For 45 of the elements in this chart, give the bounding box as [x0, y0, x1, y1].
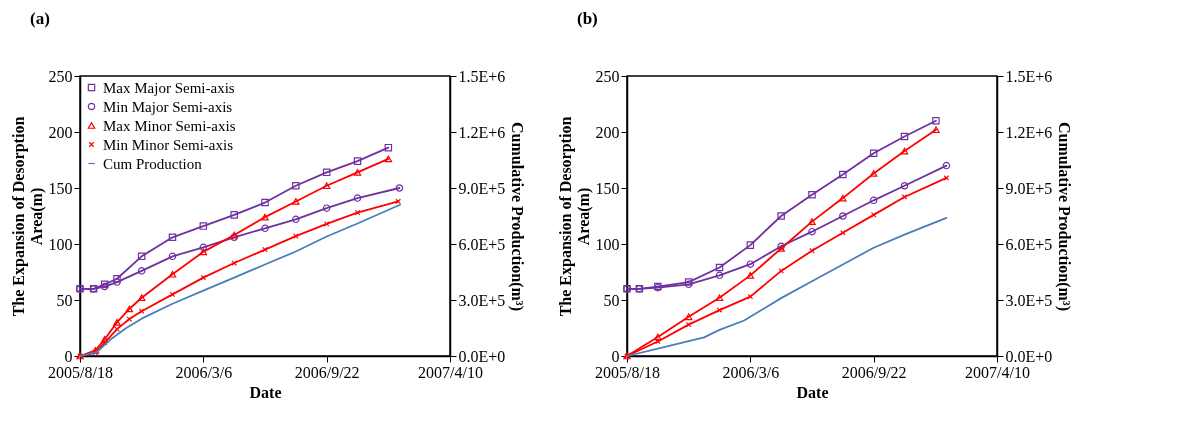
- y2-tick-label: 0.0E+0: [1005, 347, 1053, 365]
- y-tick-label: 150: [595, 179, 620, 197]
- y-axis-title: The Expansion of Desorption Area(m): [9, 116, 46, 317]
- y-tick-label: 100: [595, 235, 620, 253]
- legend-label: Min Major Semi-axis: [103, 98, 233, 115]
- y2-tick-label: 6.0E+5: [1005, 235, 1053, 253]
- y-tick-label: 250: [48, 67, 73, 85]
- y2-tick-label: 1.2E+6: [458, 123, 506, 141]
- y-tick-label: 50: [56, 291, 73, 309]
- y-tick-label: 100: [48, 235, 73, 253]
- x-tick-label: 2006/3/6: [722, 363, 780, 381]
- y-tick-label: 250: [595, 67, 620, 85]
- x-tick-label: 2006/9/22: [841, 363, 907, 381]
- legend-label: Max Minor Semi-axis: [103, 117, 236, 134]
- y2-tick-label: 0.0E+0: [458, 347, 506, 365]
- x-tick-label: 2006/3/6: [175, 363, 233, 381]
- legend-label: Max Major Semi-axis: [103, 79, 235, 96]
- y2-axis-title: Cumulative Production(m³): [1055, 122, 1074, 311]
- y2-tick-label: 1.5E+6: [458, 67, 506, 85]
- y-tick-label: 150: [48, 179, 73, 197]
- y2-axis-title: Cumulative Production(m³): [508, 122, 527, 311]
- chart-title: (b): [577, 9, 598, 28]
- y2-tick-label: 9.0E+5: [458, 179, 506, 197]
- y-tick-label: 200: [595, 123, 620, 141]
- x-tick-label: 2007/4/10: [965, 363, 1030, 381]
- x-tick-label: 2007/4/10: [418, 363, 483, 381]
- y2-tick-label: 1.2E+6: [1005, 123, 1053, 141]
- x-axis-title: Date: [796, 383, 829, 401]
- y2-tick-label: 3.0E+5: [458, 291, 506, 309]
- y2-tick-label: 3.0E+5: [1005, 291, 1053, 309]
- y2-tick-label: 1.5E+6: [1005, 67, 1053, 85]
- y-tick-label: 0: [611, 347, 620, 365]
- y-tick-label: 200: [48, 123, 73, 141]
- x-tick-label: 2006/9/22: [294, 363, 360, 381]
- y2-tick-label: 6.0E+5: [458, 235, 506, 253]
- y-axis-title: The Expansion of Desorption Area(m): [556, 116, 593, 317]
- x-axis-title: Date: [249, 383, 282, 401]
- chart-title: (a): [30, 9, 50, 28]
- x-tick-label: 2005/8/18: [595, 363, 660, 381]
- legend-label: Cum Production: [103, 155, 203, 172]
- y-tick-label: 50: [603, 291, 620, 309]
- y2-tick-label: 9.0E+5: [1005, 179, 1053, 197]
- legend-label: Min Minor Semi-axis: [103, 136, 234, 153]
- x-tick-label: 2005/8/18: [48, 363, 113, 381]
- y-tick-label: 0: [64, 347, 73, 365]
